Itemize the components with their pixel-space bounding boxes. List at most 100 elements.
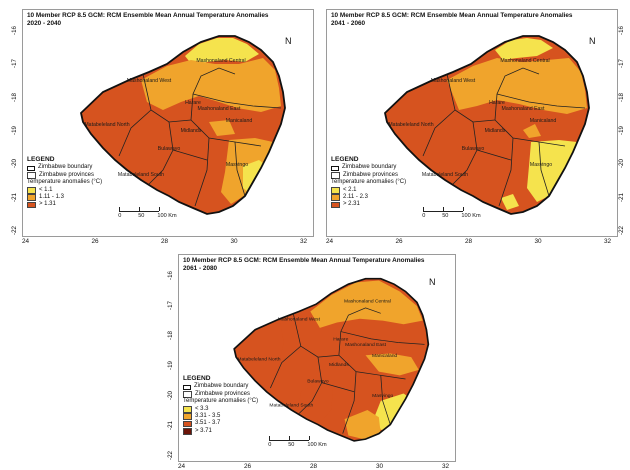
province-boundary (452, 121, 478, 185)
boundary-swatch (331, 165, 339, 171)
anomaly-zone (365, 353, 419, 376)
province-boundary (270, 345, 302, 389)
legend-heading: LEGEND (183, 375, 211, 382)
country-boundary (233, 277, 430, 442)
province-swatch (183, 391, 192, 398)
legend-swatch (331, 201, 340, 209)
province-boundary (118, 109, 152, 157)
province-label: Matabeleland South (118, 172, 164, 178)
legend-class-label: > 3.71 (195, 427, 212, 434)
province-boundary (338, 355, 406, 380)
title-line-2: 2020 - 2040 (27, 20, 62, 27)
legend-swatch (183, 413, 192, 420)
legend-boundary-label: Zimbabwe boundary (38, 164, 93, 171)
y-tick-label: -22 (617, 226, 625, 235)
anomaly-zone (495, 38, 553, 60)
province-boundary (338, 307, 381, 356)
zimbabwe-map: Mashonaland Central Mashonaland West Masho… (233, 277, 430, 442)
province-boundary (538, 141, 550, 197)
province-label: Mashonaland East (345, 342, 387, 348)
y-tick-label: -18 (617, 92, 625, 102)
province-swatch (331, 172, 340, 179)
province-label: Harare (185, 100, 201, 106)
scale-label: 100 Km (461, 213, 481, 219)
y-tick-label: -21 (10, 192, 18, 202)
legend-class: < 1.1 (27, 187, 102, 194)
y-tick-label: -16 (10, 26, 18, 35)
map-panel-2020-2040: 10 Member RCP 8.5 GCM: RCM Ensemble Mean… (22, 9, 314, 237)
province-label: Harare (489, 100, 505, 106)
title-line-1: 10 Member RCP 8.5 GCM: RCM Ensemble Mean… (27, 12, 269, 19)
legend-provinces-label: Zimbabwe provinces (343, 171, 399, 178)
legend-class-label: > 1.31 (39, 201, 56, 208)
province-label: Masvingo (372, 393, 393, 399)
x-tick-label: 26 (395, 238, 403, 245)
province-boundary (194, 137, 210, 207)
map-shapes: Mashonaland Central Mashonaland West Masho… (233, 277, 430, 442)
province-boundary (496, 93, 586, 109)
scale-label: 0 (422, 213, 426, 219)
province-label: Matabeleland South (422, 172, 468, 178)
legend: LEGEND Zimbabwe boundary Zimbabwe provin… (331, 156, 406, 209)
x-tick-label: 28 (465, 238, 473, 245)
y-tick-label: -19 (166, 361, 174, 370)
province-boundary (172, 149, 208, 161)
x-tick-label: 30 (230, 238, 238, 245)
x-tick-label: 24 (178, 463, 186, 470)
legend-class: 3.31 - 3.5 (183, 413, 258, 420)
province-label: Manicaland (226, 118, 253, 124)
legend-swatch (183, 428, 192, 435)
y-tick-label: -20 (617, 159, 625, 169)
anomaly-zone (344, 409, 381, 440)
legend-class: 2.11 - 2.3 (331, 194, 406, 201)
legend-class-label: < 1.1 (39, 186, 53, 193)
panel-title: 10 Member RCP 8.5 GCM: RCM Ensemble Mean… (27, 12, 268, 28)
country-boundary (80, 35, 286, 215)
province-label: Mashonaland West (278, 317, 321, 323)
y-tick-label: -16 (166, 271, 174, 280)
y-tick-label: -17 (10, 59, 18, 69)
province-boundary (494, 67, 540, 121)
legend-class-label: 2.11 - 2.3 (343, 194, 368, 201)
y-tick-label: -16 (617, 26, 625, 35)
anomaly-zone (234, 318, 284, 392)
province-boundary (446, 73, 496, 123)
anomaly-zone (501, 194, 519, 210)
x-tick-label: 26 (244, 463, 252, 470)
province-boundary (342, 371, 357, 434)
scale-label: 50 (138, 213, 145, 219)
y-tick-label: -18 (166, 331, 174, 340)
legend-heading: LEGEND (27, 156, 55, 163)
y-tick-label: -21 (617, 192, 625, 202)
anomaly-zone (298, 382, 334, 425)
province-boundary (192, 93, 282, 109)
north-arrow: N (589, 36, 596, 46)
title-line-2: 2041 - 2060 (331, 20, 366, 27)
x-tick-label: 32 (442, 463, 450, 470)
province-label: Matabeleland South (269, 402, 313, 408)
legend-boundary: Zimbabwe boundary (183, 383, 258, 390)
scale-bar: 0 50 100 Km (268, 435, 327, 448)
scale-bar: 0 50 100 Km (118, 206, 177, 219)
legend-provinces-label: Zimbabwe provinces (195, 390, 251, 397)
map-shapes: Mashonaland Central Mashonaland West Masho… (80, 35, 286, 215)
legend-classes: < 3.3 3.31 - 3.5 3.51 - 3.7 > 3.71 (183, 406, 258, 436)
legend-boundary: Zimbabwe boundary (331, 164, 406, 171)
legend-boundary: Zimbabwe boundary (27, 164, 102, 171)
anomaly-zone (523, 124, 541, 138)
y-tick-label: -21 (166, 421, 174, 430)
y-tick-label: -20 (10, 159, 18, 169)
y-tick-label: -19 (617, 126, 625, 135)
province-boundary (190, 67, 236, 121)
legend-swatch (27, 194, 36, 201)
province-boundary (321, 382, 355, 393)
scale-line (269, 435, 310, 441)
province-boundary (298, 357, 323, 414)
legend-boundary-label: Zimbabwe boundary (342, 164, 397, 171)
province-label: Masvingo (226, 162, 248, 168)
province-label: Masvingo (530, 162, 552, 168)
province-boundary (380, 375, 391, 425)
anomaly-zone (310, 280, 423, 328)
panel-title: 10 Member RCP 8.5 GCM: RCM Ensemble Mean… (331, 12, 572, 28)
legend-provinces-label: Zimbabwe provinces (39, 171, 95, 178)
